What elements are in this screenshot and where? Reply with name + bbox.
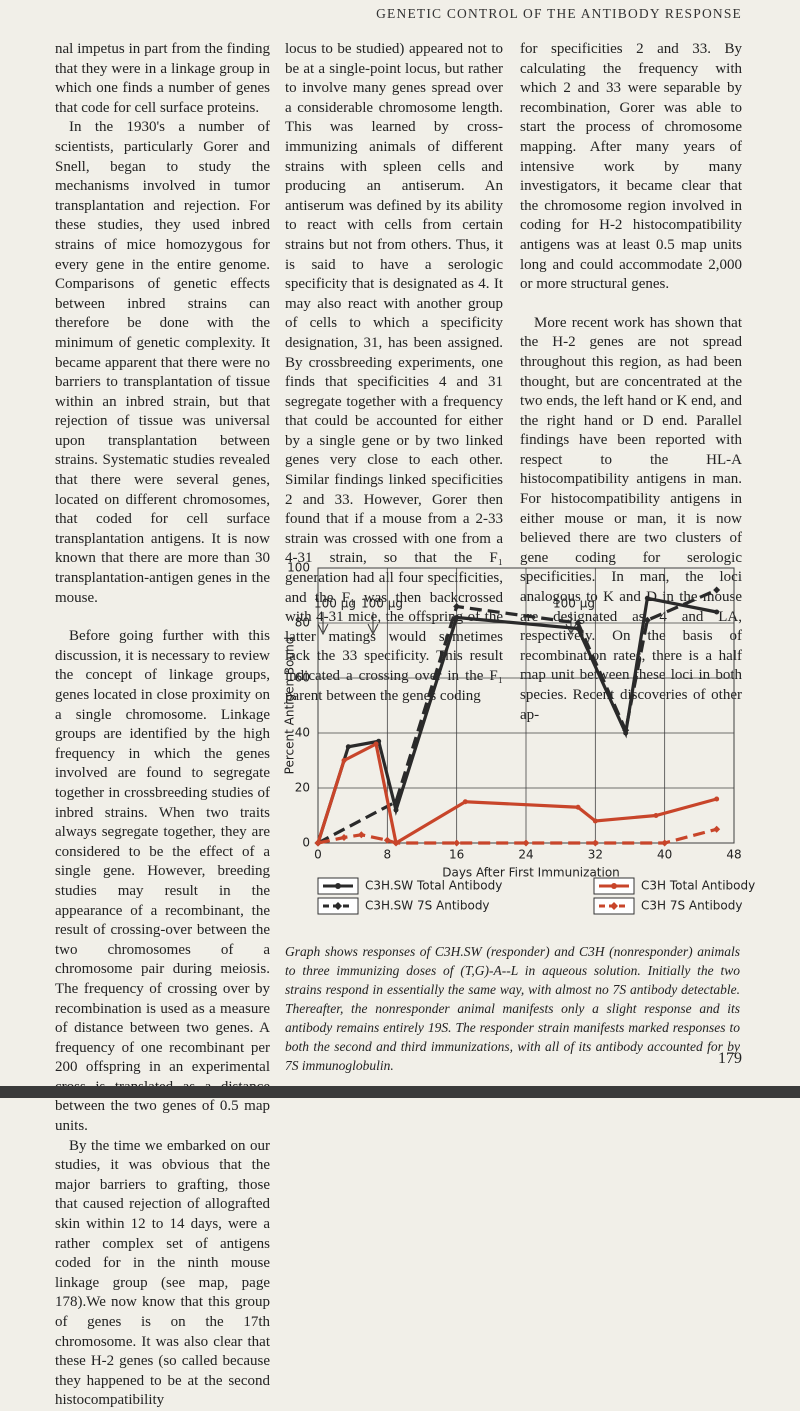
data-point	[714, 796, 720, 802]
paragraph: By the time we embarked on our studies, …	[55, 1137, 270, 1409]
x-tick-label: 0	[314, 848, 322, 862]
paragraph: In the 1930's a number of scientists, pa…	[55, 119, 270, 606]
x-tick-label: 48	[726, 848, 741, 862]
data-point	[611, 883, 617, 889]
scan-edge	[0, 1086, 800, 1098]
data-point	[713, 825, 721, 833]
annotation: 100 µg	[553, 597, 595, 611]
running-header: GENETIC CONTROL OF THE ANTIBODY RESPONSE	[376, 6, 742, 21]
y-tick-label: 0	[302, 836, 310, 850]
data-point	[622, 726, 630, 734]
data-point	[522, 839, 530, 847]
chart: 0 20 40 60 80 100 0 8 16 24 32 40 48 Days After First…	[283, 561, 755, 915]
legend-label: C3H 7S Antibody	[641, 899, 742, 913]
y-tick-label: 20	[295, 781, 310, 795]
data-point	[610, 902, 618, 910]
legend-label: C3H.SW Total Antibody	[365, 879, 502, 893]
data-point	[713, 586, 721, 594]
data-point	[383, 836, 391, 844]
page-number: 179	[718, 1050, 742, 1067]
x-tick-label: 16	[449, 848, 464, 862]
data-point	[592, 818, 598, 824]
text-column: locus to be studied) appeared not to be …	[285, 40, 503, 706]
annotation: 100 µg	[361, 597, 403, 611]
x-tick-label: 40	[657, 848, 672, 862]
data-point	[644, 595, 650, 601]
series-line	[316, 596, 717, 844]
data-point	[462, 799, 468, 805]
figure-caption: Graph shows responses of C3H.SW (respond…	[285, 944, 740, 1073]
x-tick-label: 8	[384, 848, 392, 862]
data-point	[392, 839, 400, 847]
data-point	[591, 839, 599, 847]
data-point	[454, 615, 460, 620]
paragraph: locus to be studied) appeared not to be …	[285, 41, 503, 704]
data-point	[341, 758, 347, 763]
paragraph: More recent work has shown that the H-2 …	[520, 314, 742, 723]
data-point	[357, 831, 365, 839]
series-line	[316, 741, 718, 846]
data-point	[335, 883, 341, 889]
y-tick-label: 60	[295, 671, 310, 685]
dose-arrow	[367, 612, 379, 636]
y-tick-label: 100	[287, 561, 310, 575]
data-point	[453, 603, 461, 610]
data-point	[393, 807, 399, 813]
data-point	[453, 839, 461, 847]
y-tick-label: 80	[295, 616, 310, 630]
paragraph: nal impetus in part from the finding tha…	[55, 41, 270, 116]
x-tick-label: 24	[518, 848, 533, 862]
annotation: 100 µg	[314, 597, 356, 611]
y-axis-label: Percent Antigen Bound	[283, 637, 297, 775]
data-point	[373, 741, 379, 747]
paragraph: Before going further with this discussio…	[55, 628, 270, 1135]
data-point	[340, 834, 348, 841]
data-point	[643, 616, 651, 624]
data-point	[575, 804, 581, 810]
series-line	[317, 827, 718, 845]
x-axis-label: Days After First Immunization	[442, 866, 620, 880]
data-point	[661, 839, 669, 847]
x-tick-label: 32	[588, 848, 603, 862]
page: {"header": "GENETIC CONTROL OF THE ANTIB…	[0, 6, 800, 1409]
y-tick-label: 40	[295, 726, 310, 740]
text-column: for specificities 2 and 33. By calculati…	[520, 40, 742, 725]
data-point	[392, 798, 400, 806]
data-point	[345, 744, 351, 750]
data-point	[653, 813, 659, 818]
legend-label: C3H.SW 7S Antibody	[365, 899, 490, 913]
legend-label: C3H Total Antibody	[641, 879, 755, 893]
paragraph: for specificities 2 and 33. By calculati…	[520, 41, 742, 293]
data-point	[314, 839, 322, 847]
data-point	[334, 902, 342, 910]
data-point	[574, 619, 582, 627]
dose-arrow	[317, 612, 329, 636]
data-point	[714, 609, 720, 615]
